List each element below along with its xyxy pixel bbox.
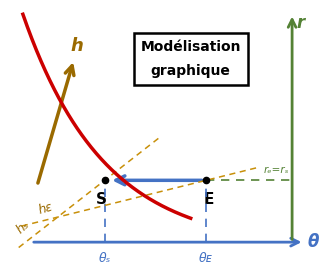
Text: r: r (297, 14, 305, 32)
Text: S: S (96, 192, 107, 207)
Text: h: h (71, 37, 84, 55)
Text: θₛ: θₛ (99, 252, 111, 265)
Text: Modélisation
graphique: Modélisation graphique (140, 40, 241, 78)
Text: hₛ: hₛ (13, 218, 31, 237)
Text: E: E (204, 192, 214, 207)
Text: θ: θ (308, 233, 319, 251)
Text: rₑ=rₛ: rₑ=rₛ (264, 165, 289, 174)
Text: θᴇ: θᴇ (199, 252, 213, 265)
Text: hε: hε (36, 200, 54, 217)
